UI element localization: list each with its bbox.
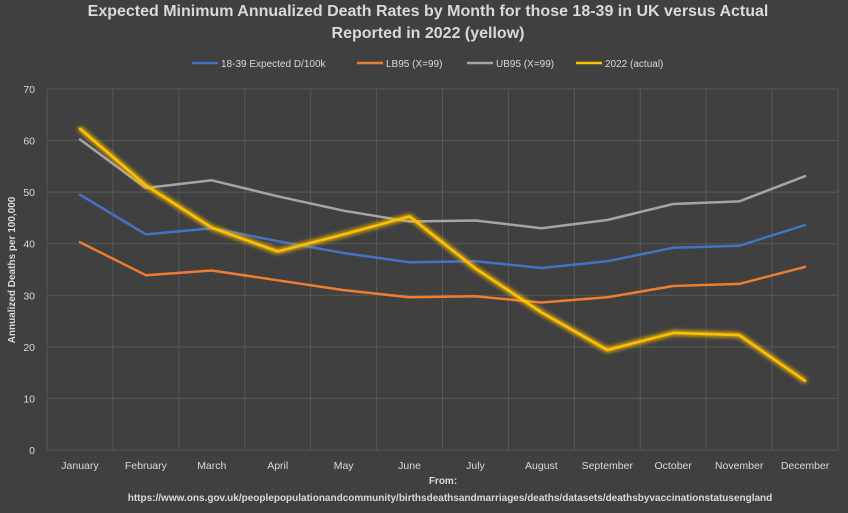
y-tick-label: 0 — [29, 445, 35, 457]
y-tick-label: 70 — [23, 84, 35, 96]
x-tick-label: May — [334, 460, 355, 472]
x-tick-label: June — [398, 460, 421, 472]
chart-title-line-2: Reported in 2022 (yellow) — [332, 25, 525, 42]
x-tick-label: November — [715, 460, 764, 472]
y-tick-label: 50 — [23, 187, 35, 199]
x-tick-label: March — [197, 460, 226, 472]
x-tick-label: October — [655, 460, 693, 472]
x-tick-label: February — [125, 460, 168, 472]
chart-title-line-1: Expected Minimum Annualized Death Rates … — [88, 3, 769, 20]
x-tick-label: September — [582, 460, 634, 472]
x-tick-label: July — [466, 460, 485, 472]
x-tick-label: January — [61, 460, 99, 472]
gridlines — [47, 89, 838, 450]
x-tick-label: April — [267, 460, 288, 472]
y-tick-label: 60 — [23, 136, 35, 148]
y-tick-label: 40 — [23, 239, 35, 251]
x-axis-ticks: January February March April May June July Augu… — [61, 460, 829, 472]
y-axis-label: Annualized Deaths per 100,000 — [7, 196, 18, 343]
legend-label: 18-39 Expected D/100k — [221, 59, 327, 70]
legend: 18-39 Expected D/100k LB95 (X=99) UB95 (X=… — [192, 59, 663, 70]
x-tick-label: December — [781, 460, 830, 472]
legend-label: 2022 (actual) — [605, 59, 663, 70]
legend-label: LB95 (X=99) — [386, 59, 442, 70]
legend-label: UB95 (X=99) — [496, 59, 554, 70]
y-tick-label: 20 — [23, 342, 35, 354]
source-url: https://www.ons.gov.uk/peoplepopulationa… — [128, 493, 773, 504]
x-tick-label: August — [525, 460, 558, 472]
y-axis-ticks: 0 10 20 30 40 50 60 70 — [23, 84, 35, 457]
y-tick-label: 30 — [23, 290, 35, 302]
source-label: From: — [429, 476, 457, 487]
y-tick-label: 10 — [23, 393, 35, 405]
